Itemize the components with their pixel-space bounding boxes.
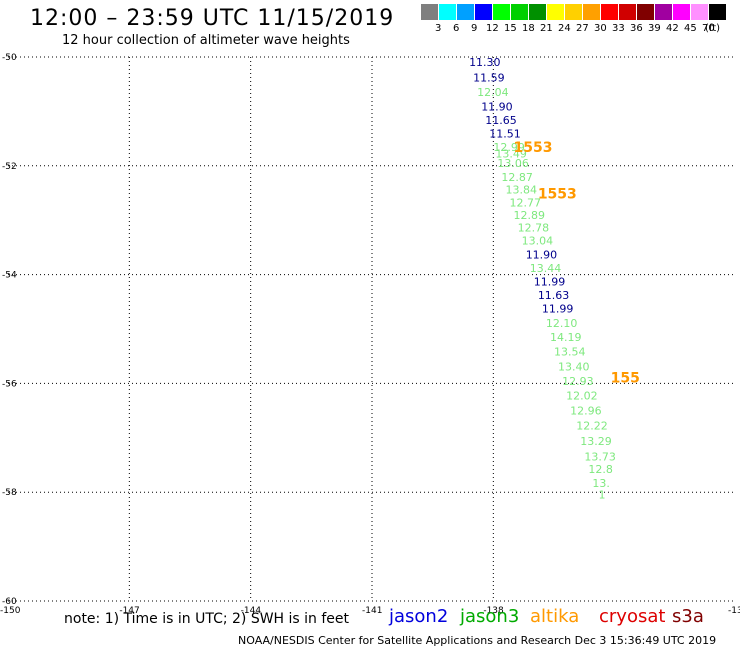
color-scale-label: 12	[486, 23, 499, 34]
page-subtitle: 12 hour collection of altimeter wave hei…	[62, 33, 350, 48]
color-scale-label: 42	[666, 23, 679, 34]
lon-tick-label: -147	[119, 606, 139, 616]
wave-height-value: 12.10	[546, 317, 578, 330]
wave-height-value: 11.59	[473, 71, 505, 84]
satellite-legend-s3a: s3a	[672, 606, 704, 627]
color-scale-swatch	[493, 4, 510, 20]
wave-height-value: 11.65	[485, 114, 517, 127]
lat-tick-label: -58	[2, 488, 17, 498]
lon-tick-label: -150	[0, 606, 21, 616]
color-scale-label: 18	[522, 23, 535, 34]
color-scale-swatch	[691, 4, 708, 20]
wave-height-value: 13.29	[580, 435, 612, 448]
wave-height-value: 12.87	[501, 171, 533, 184]
lon-tick-label: -13	[728, 606, 740, 616]
color-scale-label: 15	[504, 23, 517, 34]
color-scale-swatch	[511, 4, 528, 20]
wave-height-value: 11.99	[542, 303, 574, 316]
wave-height-value: 11.90	[481, 100, 513, 113]
color-scale-label: 27	[576, 23, 589, 34]
color-scale-swatch	[619, 4, 636, 20]
wave-height-value: 12.96	[570, 404, 602, 417]
lon-tick-label: -144	[241, 606, 262, 616]
satellite-legend-cryosat: cryosat	[599, 606, 666, 627]
color-scale-swatch	[439, 4, 456, 20]
color-scale-swatch	[529, 4, 546, 20]
page-title: 12:00 – 23:59 UTC 11/15/2019	[30, 6, 395, 31]
satellite-legend-jason2: jason2	[389, 606, 449, 627]
lat-tick-label: -50	[2, 53, 17, 63]
wave-height-value: 13.54	[554, 346, 586, 359]
satellite-legend-jason3: jason3	[460, 606, 520, 627]
color-scale-label: (ft)	[705, 23, 721, 34]
wave-height-value: 13.04	[522, 235, 554, 248]
wave-height-value: 12.77	[510, 197, 542, 210]
wave-height-value: 11.51	[489, 128, 521, 141]
lon-tick-label: -141	[362, 606, 382, 616]
pass-time-label: 1553	[538, 186, 577, 202]
wave-height-value: 12.04	[477, 86, 509, 99]
color-scale-label: 6	[453, 23, 460, 34]
color-scale-swatch	[709, 4, 726, 20]
color-scale-swatch	[583, 4, 600, 20]
color-scale-label: 21	[540, 23, 553, 34]
color-scale-label: 45	[684, 23, 697, 34]
pass-time-label: 1553	[514, 140, 553, 156]
color-scale-label: 9	[471, 23, 478, 34]
lat-tick-label: -52	[2, 162, 17, 172]
wave-height-value: 12.93	[562, 375, 594, 388]
color-scale-label: 24	[558, 23, 571, 34]
wave-height-value: 13.49	[495, 148, 527, 161]
pass-time-label: 155	[611, 370, 640, 386]
lat-tick-label: -56	[2, 379, 17, 389]
color-scale-swatch	[673, 4, 690, 20]
satellite-legend-altika: altika	[530, 606, 580, 627]
wave-height-value: 12.78	[518, 222, 550, 235]
color-scale-label: 30	[594, 23, 607, 34]
wave-height-value: 13.06	[497, 157, 529, 170]
color-scale-label: 3	[435, 23, 442, 34]
wave-height-value: 12.22	[576, 420, 608, 433]
color-scale-swatch	[601, 4, 618, 20]
wave-height-value: 11.30	[469, 56, 501, 69]
wave-height-value: 12.89	[514, 209, 546, 222]
wave-height-value: 12.99	[493, 141, 525, 154]
wave-height-value: 11.99	[534, 275, 566, 288]
color-scale-label: 33	[612, 23, 625, 34]
color-scale-swatch	[637, 4, 654, 20]
lat-tick-label: -60	[2, 597, 17, 607]
wave-height-value: 13.73	[584, 451, 616, 464]
wave-height-value: 12.8	[588, 463, 613, 476]
wave-height-value: 13.	[592, 477, 610, 490]
wave-height-value: 12.02	[566, 390, 598, 403]
color-scale-swatch	[547, 4, 564, 20]
color-scale-label: 70	[702, 23, 715, 34]
color-scale-label: 36	[630, 23, 643, 34]
credit-text: NOAA/NESDIS Center for Satellite Applica…	[238, 634, 717, 647]
wave-height-value: 11.63	[538, 289, 570, 302]
color-scale-swatch	[655, 4, 672, 20]
note-text: note: 1) Time is in UTC; 2) SWH is in fe…	[64, 611, 350, 627]
color-scale-swatch	[565, 4, 582, 20]
lat-tick-label: -54	[2, 271, 17, 281]
wave-height-value: 1	[598, 489, 605, 502]
color-scale-swatch	[421, 4, 438, 20]
color-scale-swatch	[475, 4, 492, 20]
wave-height-value: 14.19	[550, 331, 582, 344]
color-scale-label: 39	[648, 23, 661, 34]
color-scale-swatch	[457, 4, 474, 20]
wave-height-value: 13.44	[530, 262, 562, 275]
wave-height-value: 11.90	[526, 248, 558, 261]
lon-tick-label: -138	[483, 606, 504, 616]
wave-height-value: 13.84	[505, 184, 537, 197]
wave-height-value: 13.40	[558, 360, 590, 373]
